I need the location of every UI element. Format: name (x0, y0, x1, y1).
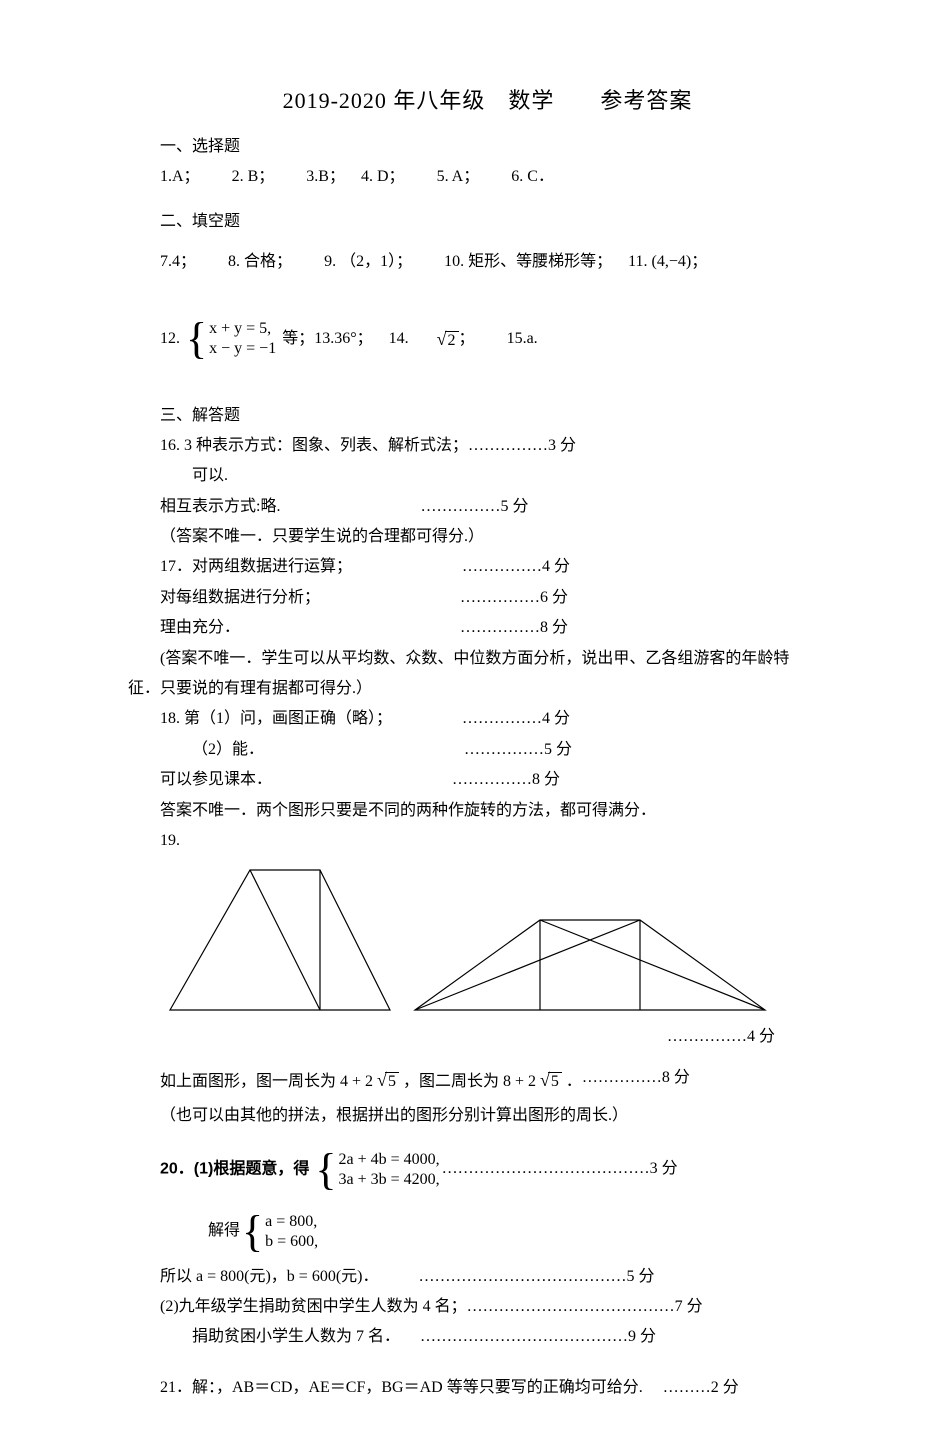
q20-solve: 解得 { a = 800, b = 600, (208, 1208, 815, 1256)
mc-q3: 3.B； (306, 162, 345, 192)
q17-line3: 理由充分． …………… 8 分 (160, 613, 815, 643)
q20-line1: 20．(1)根据题意，得 { 2a + 4b = 4000, 3a + 3b =… (160, 1146, 815, 1194)
section-1-heading: 一、选择题 (160, 132, 815, 162)
mc-q4: 4. D； (361, 162, 405, 192)
q18-line1: 18. 第（1）问，画图正确（略）； …………… 4 分 (160, 704, 815, 734)
fb-q12-line2: x − y = −1 (209, 339, 276, 359)
mc-answers-row: 1.A； 2. B； 3.B； 4. D； 5. A； 6. C． (160, 162, 815, 192)
q16-note: （答案不唯一．只要学生说的合理都可得分.） (160, 522, 815, 552)
q20-solution-system: { a = 800, b = 600, (242, 1210, 318, 1254)
q17-line1: 17．对两组数据进行运算； …………… 4 分 (160, 552, 815, 582)
fb-q9: 9. （2，1）； (324, 247, 412, 277)
section-2-heading: 二、填空题 (160, 207, 815, 237)
q20-line3: 所以 a = 800(元)，b = 600(元)． ………………………………… … (160, 1262, 815, 1292)
mc-q5: 5. A； (437, 162, 480, 192)
sqrt-icon: √5 (377, 1063, 399, 1097)
q16-line1: 16. 3 种表示方式：图象、列表、解析式法； …………… 3 分 (160, 431, 815, 461)
q19-text-line: 如上面图形，图一周长为 4 + 2 √5 ，图二周长为 8 + 2 √5 ． …… (160, 1063, 815, 1097)
fb-q12-pre: 12. (160, 324, 184, 354)
fb-q12-post: 等； (278, 324, 314, 354)
fb-q12-line1: x + y = 5, (209, 319, 276, 339)
page-title: 2019-2020 年八年级 数学 参考答案 (160, 80, 815, 122)
q21-line: 21．解：，AB＝CD，AE＝CF，BG＝AD 等等只要写的正确均可给分. ……… (160, 1373, 815, 1403)
section-3-heading: 三、解答题 (160, 401, 815, 431)
brace-icon: { (315, 1148, 336, 1192)
brace-icon: { (186, 317, 207, 361)
fill-blank-row-1: 7.4； 8. 合格； 9. （2，1）； 10. 矩形、等腰梯形等； 11. … (160, 247, 815, 277)
q20-system: { 2a + 4b = 4000, 3a + 3b = 4200, (315, 1148, 439, 1192)
q19-note: （也可以由其他的拼法，根据拼出的图形分别计算出图形的周长.） (160, 1101, 815, 1131)
fb-q14-post: ； (459, 324, 475, 354)
fb-q11-pre: 11. (628, 247, 651, 277)
q19-score-1-line: …………… 4 分 (160, 1022, 815, 1052)
fb-q15: 15.a. (507, 324, 538, 354)
q17-line2: 对每组数据进行分析； …………… 6 分 (160, 583, 815, 613)
q19-figure-2 (410, 910, 770, 1020)
mc-q1: 1.A； (160, 162, 200, 192)
q19-figures (160, 860, 815, 1020)
brace-icon: { (242, 1210, 263, 1254)
q19-figure-1 (160, 860, 400, 1020)
sqrt-icon: √5 (540, 1063, 562, 1097)
fill-blank-row-2: 12. { x + y = 5, x − y = −1 等； 13.36°； 1… (160, 291, 815, 386)
q16-line2: 可以. (160, 461, 815, 491)
fb-q12-system: { x + y = 5, x − y = −1 (186, 317, 276, 361)
q18-line2: （2）能． …………… 5 分 (160, 735, 815, 765)
q18-line3: 可以参见课本． …………… 8 分 (160, 765, 815, 795)
fb-q10: 10. 矩形、等腰梯形等； (444, 247, 612, 277)
page: 2019-2020 年八年级 数学 参考答案 一、选择题 1.A； 2. B； … (0, 0, 945, 1443)
q20-line5: 捐助贫困小学生人数为 7 名． ………………………………… 9 分 (160, 1322, 815, 1352)
fb-q13: 13.36°； (314, 324, 372, 354)
fb-q8: 8. 合格； (228, 247, 292, 277)
q18-note: 答案不唯一．两个图形只要是不同的两种作旋转的方法，都可得满分． (160, 796, 815, 826)
q16-line3: 相互表示方式:略. …………… 5 分 (160, 492, 815, 522)
q17-note: (答案不唯一．学生可以从平均数、众数、中位数方面分析，说出甲、乙各组游客的年龄特… (128, 644, 815, 705)
q20-pre: 20．(1)根据题意，得 (160, 1160, 309, 1177)
mc-q2: 2. B； (232, 162, 275, 192)
fb-q14-sqrt: √2 (413, 291, 459, 386)
fb-q11-value: (4,−4) (652, 247, 692, 277)
mc-q6: 6. C． (511, 162, 554, 192)
fb-q11-post: ； (691, 247, 707, 277)
fb-q14-pre: 14. (389, 324, 413, 354)
q20-line4: (2)九年级学生捐助贫困中学生人数为 4 名； ………………………………… 7 … (160, 1292, 815, 1322)
q19-label: 19. (160, 826, 815, 856)
fb-q7: 7.4； (160, 247, 196, 277)
